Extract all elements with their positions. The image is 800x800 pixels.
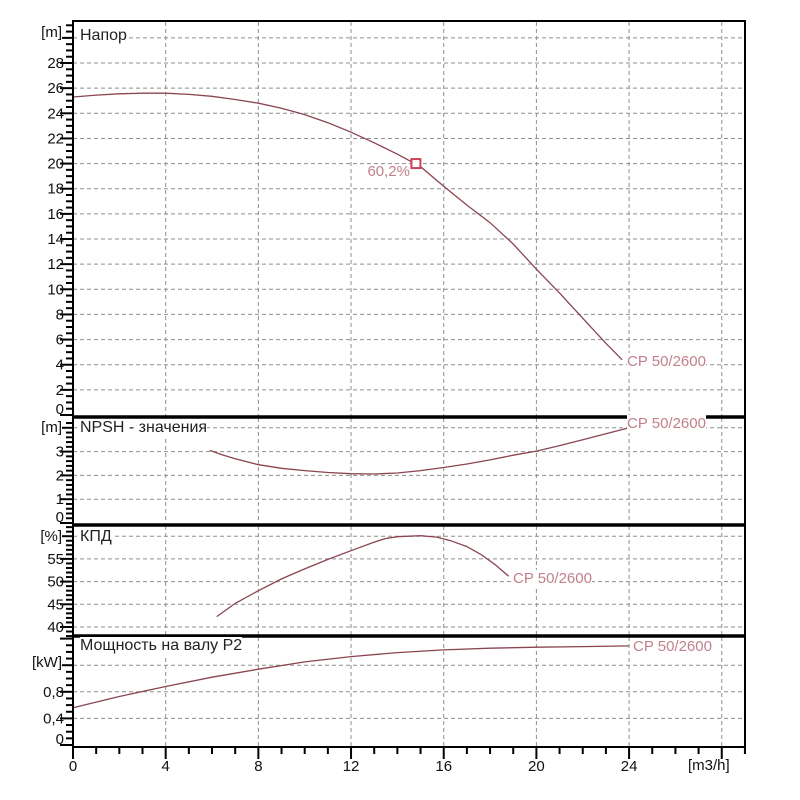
y-tick-label: 4 <box>56 357 64 374</box>
y-tick-label: 40 <box>47 619 64 636</box>
y-tick-label: 0 <box>56 401 64 418</box>
y-tick-label: 3 <box>56 444 64 461</box>
x-tick-label: 4 <box>162 758 170 775</box>
y-tick-label: 28 <box>47 55 64 72</box>
y-tick-label: 2 <box>56 382 64 399</box>
y-tick-label: 20 <box>47 156 64 173</box>
x-tick-label: 24 <box>621 758 638 775</box>
y-tick-label: 16 <box>47 206 64 223</box>
y-tick-label: 6 <box>56 332 64 349</box>
panel-3: 0,8 0,4 0 <box>43 635 746 748</box>
efficiency-curve <box>216 535 510 618</box>
y-tick-label: 45 <box>47 596 64 613</box>
y-tick-label: 2 <box>56 467 64 484</box>
y-tick-label: 22 <box>47 130 64 147</box>
panel-2: 55 50 45 40 <box>47 524 746 638</box>
y-tick-label: 12 <box>47 256 64 273</box>
head-curve <box>72 92 623 361</box>
panel-1: 3 2 10 <box>56 416 746 526</box>
panel-border <box>72 416 746 526</box>
y-tick-label: 0 <box>56 731 64 748</box>
y-tick-label: 1 <box>56 491 64 508</box>
x-tick-label: 0 <box>69 758 77 775</box>
y-tick-label: 10 <box>47 281 64 298</box>
x-tick-label: 12 <box>343 758 360 775</box>
x-tick-label: 16 <box>435 758 452 775</box>
x-tick-label: 8 <box>254 758 262 775</box>
y-tick-label: 0,4 <box>43 710 64 727</box>
y-tick-label: 8 <box>56 306 64 323</box>
panel-border <box>72 524 746 637</box>
panel-border <box>72 20 746 418</box>
y-tick-label: 0 <box>56 509 64 526</box>
y-tick-label: 50 <box>47 574 64 591</box>
y-tick-label: 55 <box>47 551 64 568</box>
y-tick-label: 0,8 <box>43 684 64 701</box>
y-tick-label: 26 <box>47 80 64 97</box>
y-tick-label: 14 <box>47 231 64 248</box>
power-curve <box>72 645 630 709</box>
x-tick-label: 20 <box>528 758 545 775</box>
y-tick-label: 24 <box>47 105 64 122</box>
operating-point-marker <box>410 158 422 170</box>
y-tick-label: 18 <box>47 181 64 198</box>
npsh-curve <box>209 427 630 475</box>
